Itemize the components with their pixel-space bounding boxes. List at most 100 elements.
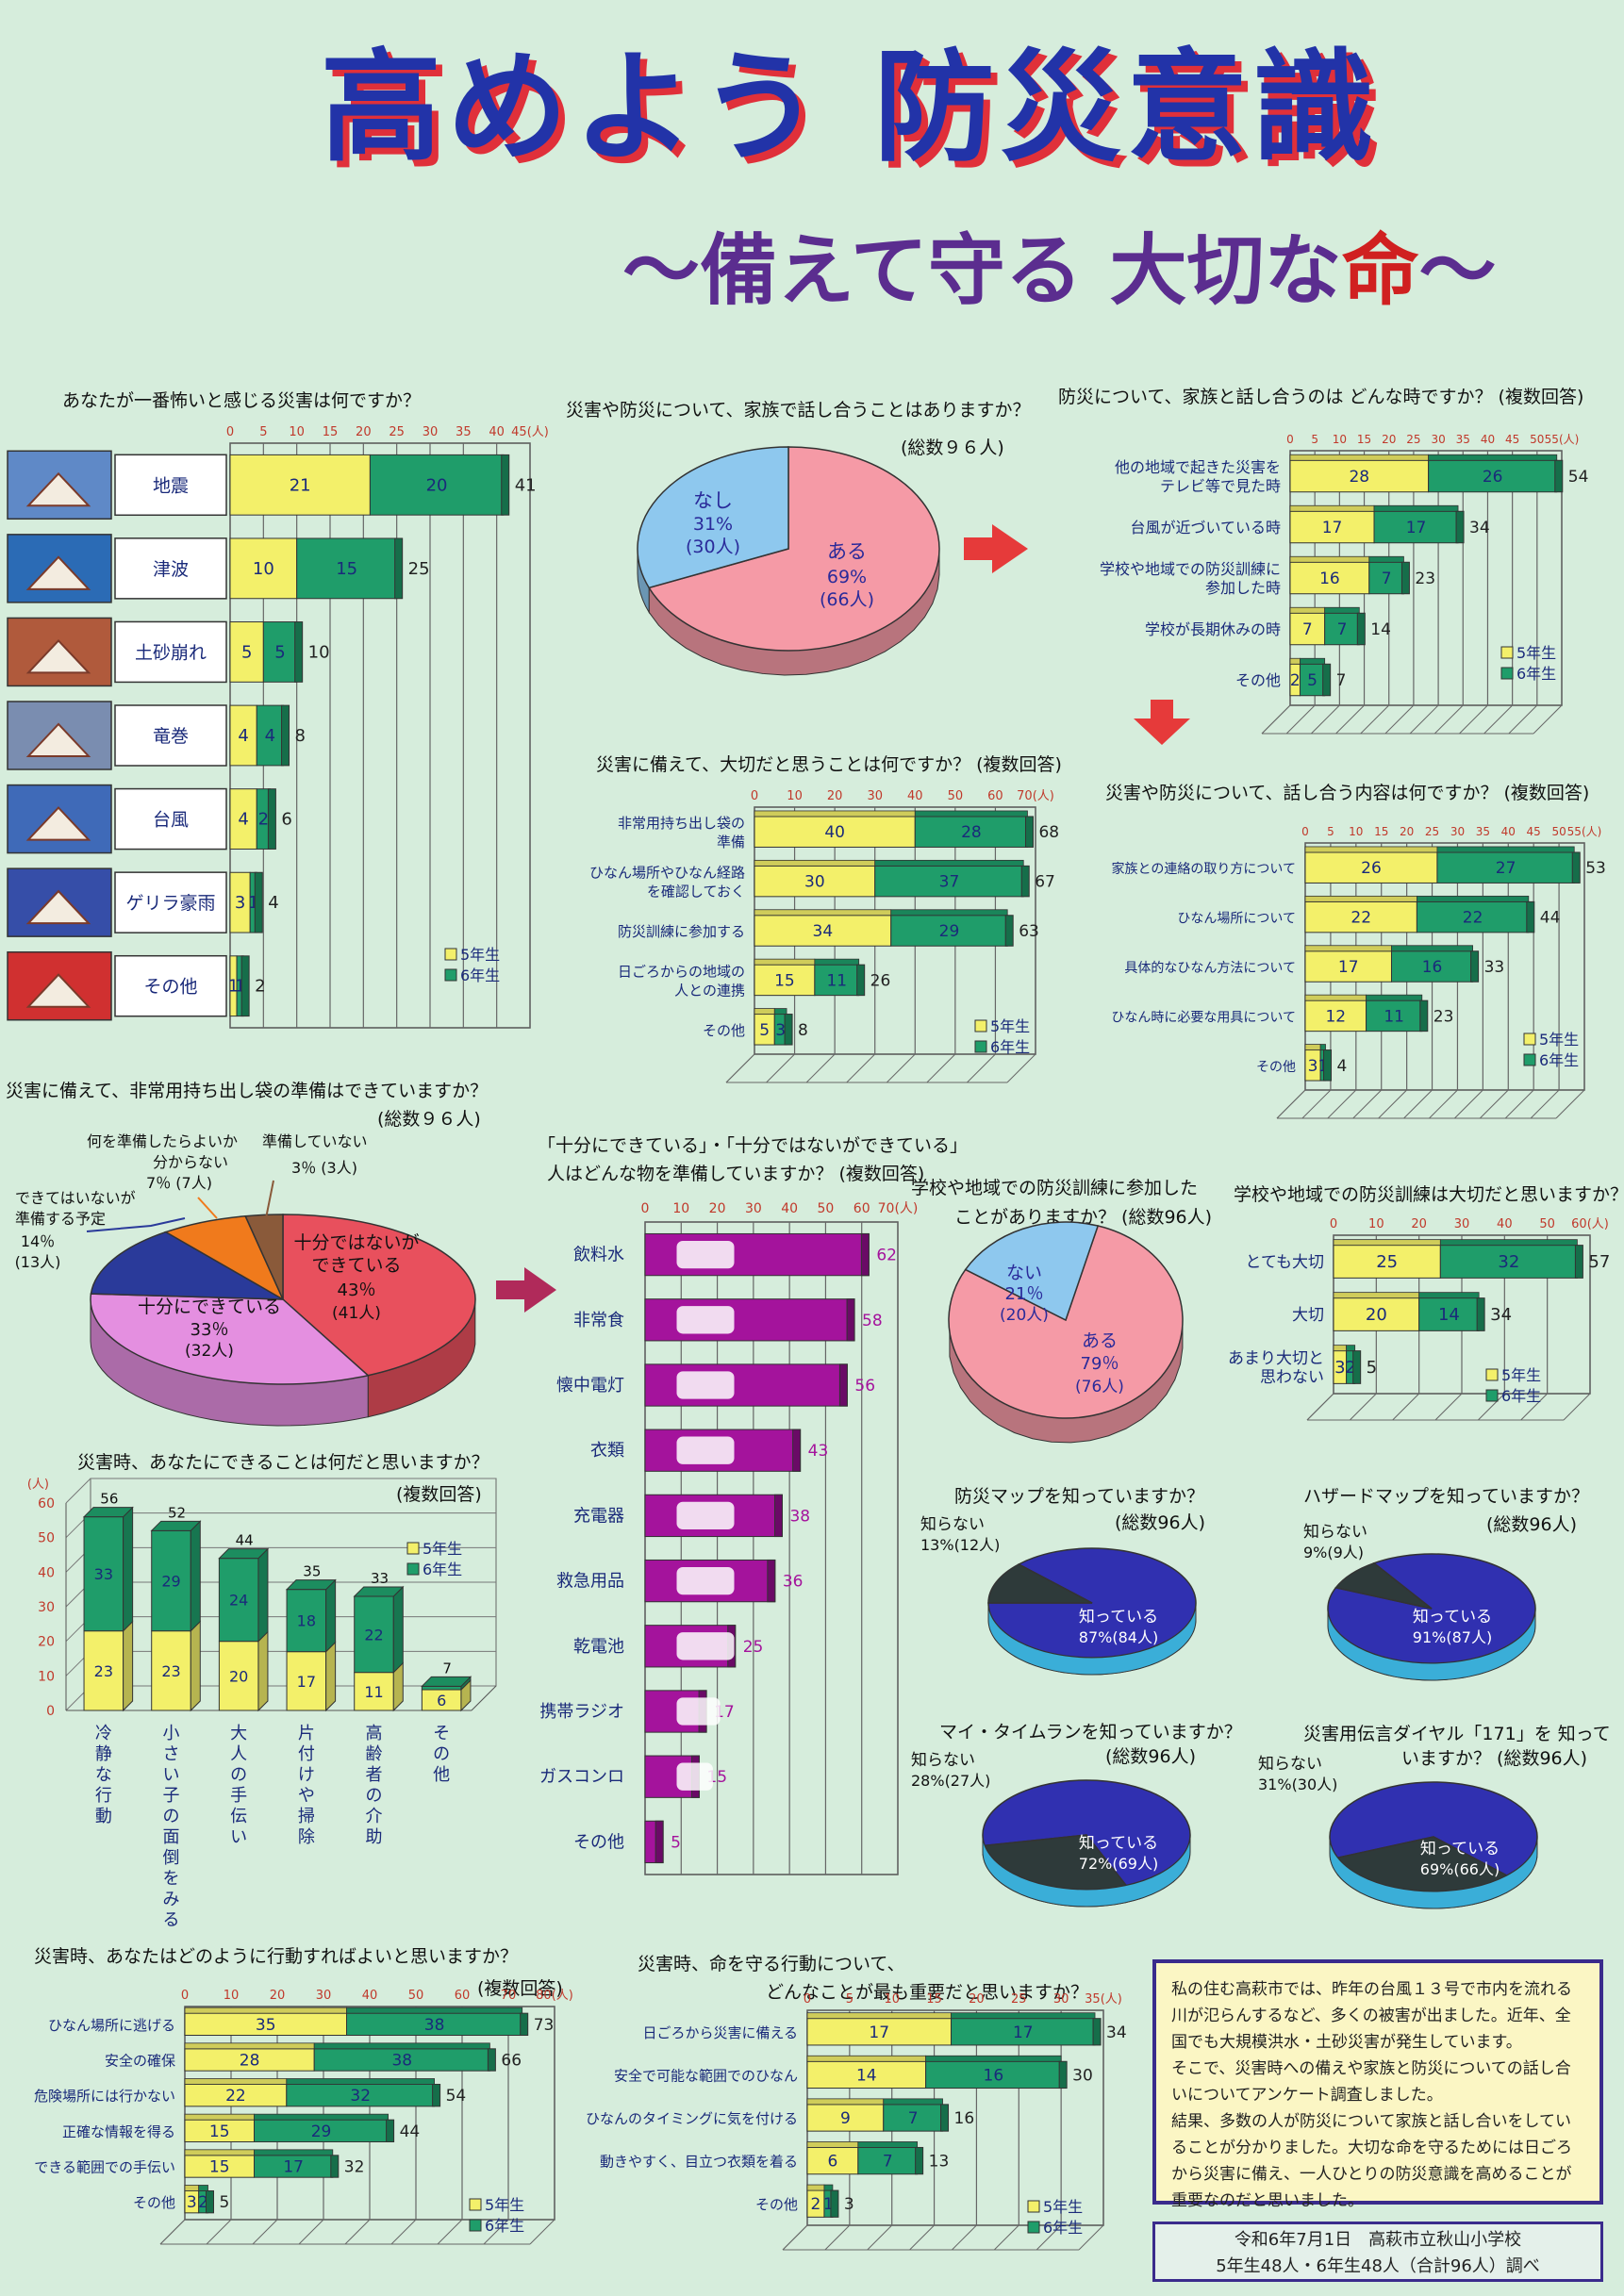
bar-end-cap	[1476, 1297, 1485, 1331]
x-tick-label: 25	[389, 425, 405, 439]
bar-5th	[806, 2146, 859, 2175]
category-label: 乾電池	[573, 1637, 624, 1657]
category-label: 竜巻	[153, 726, 189, 747]
bar-total-label: 23	[1415, 570, 1435, 588]
bar-value-label: 4	[238, 726, 248, 746]
grid-line-depth	[952, 2224, 977, 2251]
category-label: ひなん場所について	[1177, 912, 1296, 927]
category-char: 助	[366, 1827, 383, 1847]
x-tick-label: 10	[884, 1992, 900, 2007]
bar-end-cap	[1352, 1350, 1362, 1384]
q11-title: 防災マップを知っていますか？	[954, 1486, 1205, 1507]
bar-total-label: 44	[236, 1532, 254, 1549]
bar-5th	[218, 1641, 259, 1711]
bar-end-cap	[330, 2155, 340, 2178]
slice-name-label: 知らない	[1303, 1523, 1367, 1542]
bar-value-label: 15	[209, 2158, 230, 2177]
bar-value-label: 11	[826, 971, 847, 990]
slice-name-label: ない	[1006, 1263, 1042, 1283]
bar-end-cap	[1470, 950, 1480, 983]
pie-base	[1327, 1608, 1536, 1681]
pie-slice	[90, 1231, 284, 1300]
bar-value-label: 6	[437, 1692, 446, 1710]
bar-top-face	[218, 1548, 270, 1560]
bar-value-label: 7	[1302, 620, 1313, 639]
bar-top-face	[1439, 1239, 1578, 1247]
bar-total-label: 57	[1588, 1252, 1610, 1272]
legend-swatch-5th	[1027, 2200, 1040, 2213]
slice-name-label: 知らない	[1258, 1755, 1322, 1774]
bar-value-label: 7	[908, 2109, 919, 2128]
bar-5th	[1289, 561, 1370, 595]
category-label: ひなんのタイミングに気を付ける	[586, 2110, 798, 2127]
subtitle-highlight: 命	[1341, 226, 1419, 316]
bar-value-label: 15	[774, 971, 795, 990]
category-label: 準備	[717, 834, 745, 851]
category-label: その他	[573, 1832, 624, 1852]
bar-end-cap	[838, 1363, 848, 1407]
bar-top-face	[198, 2185, 208, 2191]
q3-title: 防災について、家族と話し合うのは どんな時ですか？ (複数回答)	[1058, 387, 1584, 407]
bar-value-label: 38	[424, 2016, 445, 2035]
y-unit-label: (人)	[27, 1478, 49, 1492]
bar-total-label: 33	[371, 1570, 389, 1587]
x-tick-label: 20	[969, 1992, 985, 2007]
bar-top-face	[1346, 1345, 1356, 1352]
bar-total-label: 56	[100, 1491, 118, 1508]
bar-total-label: 73	[534, 2016, 555, 2035]
bar-value-label: 30	[804, 873, 825, 892]
bar-top-face	[951, 2012, 1096, 2020]
category-char: 動	[95, 1807, 112, 1826]
page-title: 高めよう 防災意識	[321, 38, 1380, 178]
x-tick-label: 40	[781, 1201, 798, 1216]
q14-title: 災害用伝言ダイヤル「171」を 知って	[1303, 1724, 1611, 1744]
pie-slice	[244, 1214, 284, 1300]
arrow-right-icon	[964, 524, 1028, 573]
bar-end-cap	[1571, 851, 1581, 884]
legend-swatch-5th	[469, 2198, 482, 2211]
bar-end-cap	[767, 1559, 776, 1603]
legend-swatch-5th	[974, 1019, 987, 1032]
category-char: み	[163, 1890, 180, 1909]
legend-swatch-5th	[1523, 1032, 1536, 1046]
legend-label-6th: 6年生	[1043, 2219, 1083, 2237]
bar-value-label: 23	[94, 1662, 113, 1680]
q16-title-2: どんなことが最も重要だと思いますか？	[766, 1982, 1089, 2003]
bar-value-label: 14	[1438, 1305, 1460, 1325]
bar-total-label: 53	[1585, 859, 1606, 878]
bar-top-face	[1366, 994, 1423, 1001]
bar-value-label: 3	[1334, 1358, 1345, 1378]
category-label: 台風が近づいている時	[1130, 519, 1281, 537]
x-tick-label: 45	[1505, 433, 1519, 446]
legend-label-6th: 6年生	[460, 966, 500, 984]
bar-top-face	[925, 2055, 1062, 2062]
x-tick-label: 45(人)	[511, 425, 549, 439]
y-tick-label: 0	[46, 1704, 55, 1719]
x-tick-label: 30	[745, 1201, 762, 1216]
grid-line-depth	[766, 1053, 795, 1083]
category-char: 面	[163, 1827, 180, 1847]
bar-value-label: 17	[869, 2023, 889, 2042]
pie-slice	[648, 446, 940, 652]
category-box	[114, 454, 227, 517]
q1-title: あなたが一番怖いと感じる災害は何ですか？	[62, 390, 422, 411]
bar-value-label: 5	[671, 1833, 681, 1852]
bar-value-label: 5	[759, 1021, 770, 1040]
bar-total-label: 4	[268, 893, 278, 913]
q12-title: ハザードマップを知っていますか？	[1303, 1486, 1590, 1507]
category-label: 津波	[153, 559, 189, 580]
category-char: 小	[163, 1724, 180, 1743]
bar-top-face	[1428, 454, 1558, 461]
slice-pct-label: 69%	[827, 567, 867, 587]
x-tick-label: 40	[362, 1989, 378, 2003]
bar-top-face	[874, 859, 1024, 867]
bar-end-cap	[206, 2189, 214, 2214]
slice-name-label: 分からない	[153, 1153, 228, 1171]
bar-value-label: 20	[426, 475, 448, 495]
x-tick-label: 60	[987, 789, 1003, 803]
bar-5th	[229, 537, 298, 600]
legend-swatch-5th	[1500, 646, 1514, 659]
bar-total-label: 67	[1035, 873, 1055, 892]
bar-value-label: 22	[225, 2087, 246, 2106]
bar-top-face	[1373, 504, 1459, 512]
